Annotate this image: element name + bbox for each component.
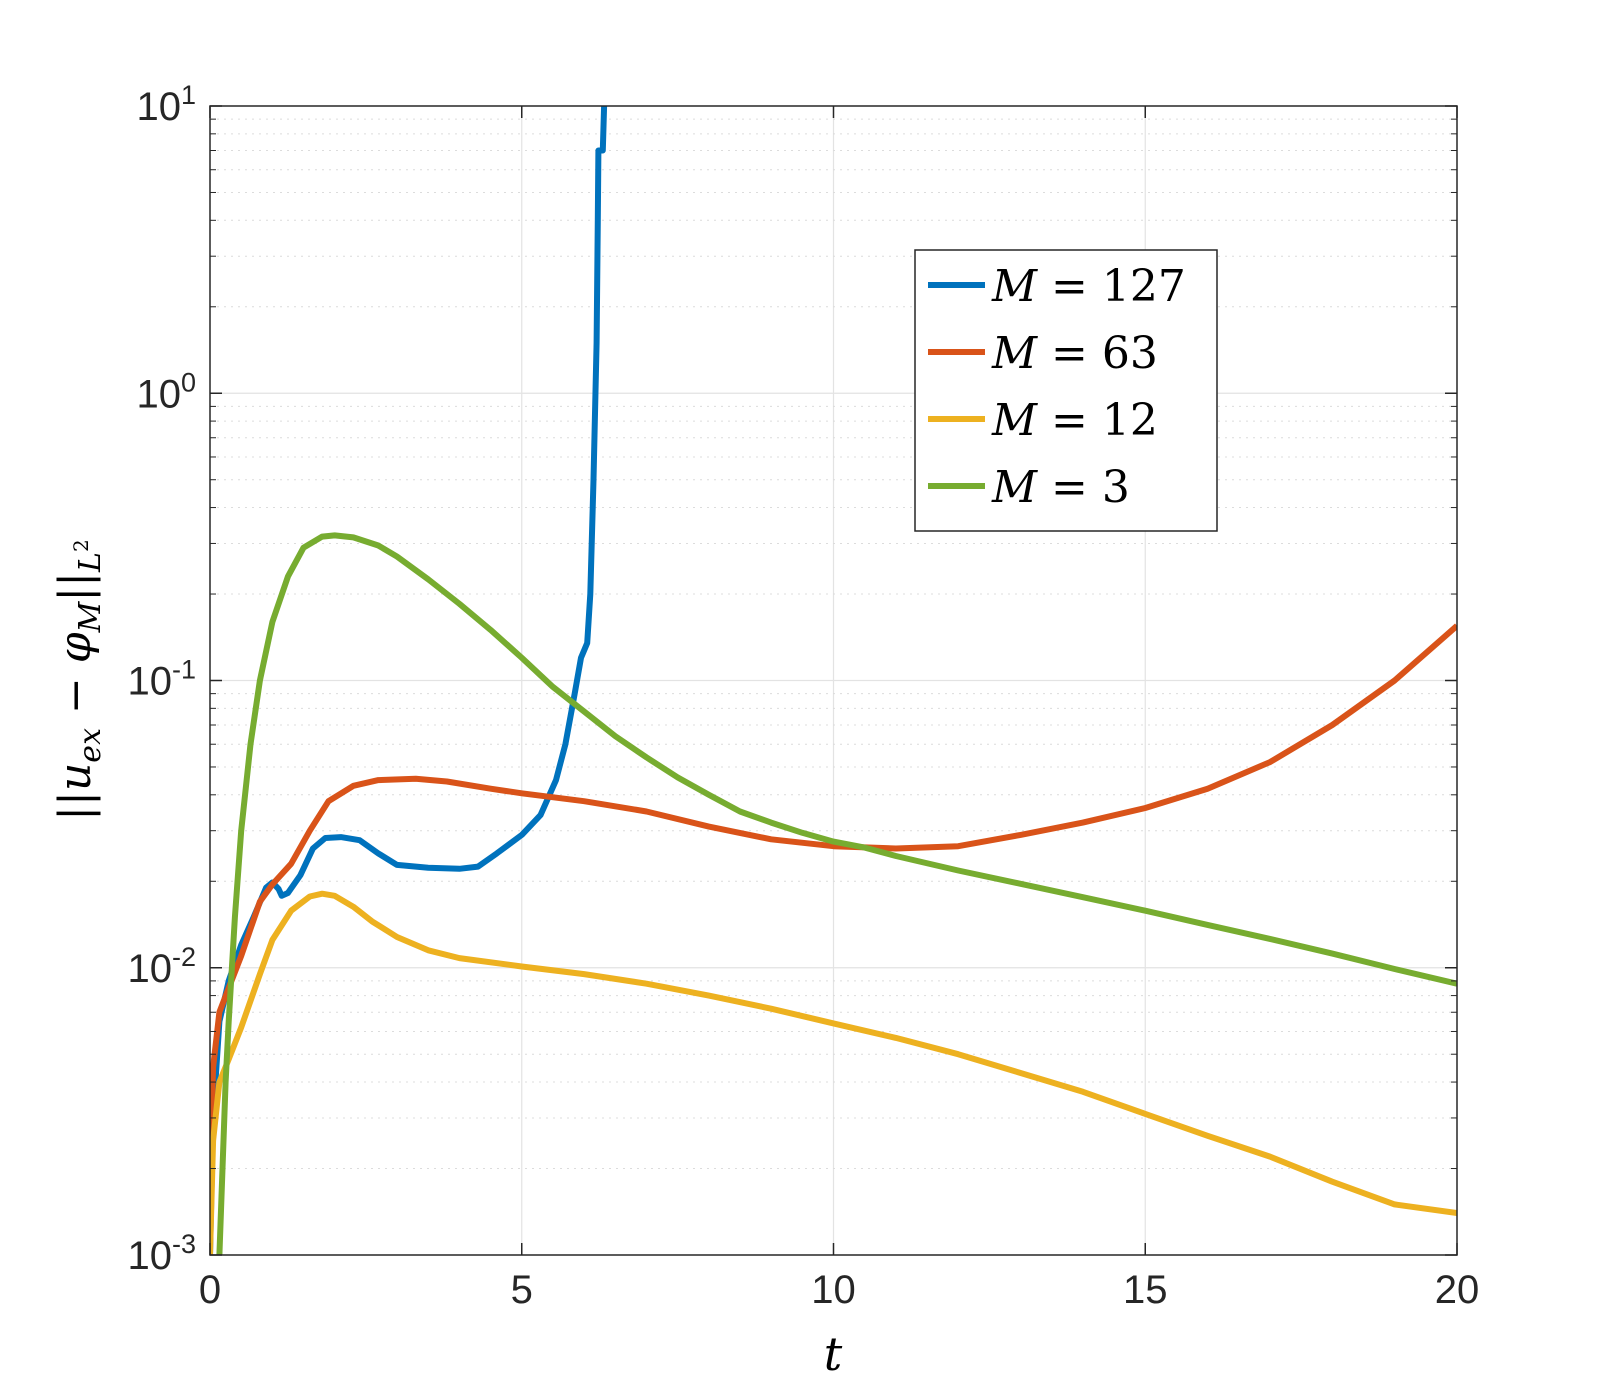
series-lines xyxy=(210,105,1457,1255)
x-tick-label: 15 xyxy=(1123,1268,1168,1312)
y-axis-label: ||uex − φM||L2 xyxy=(50,539,108,820)
y-tick-label: 101 xyxy=(136,80,196,129)
y-tick-labels: 101 100 10-1 10-2 10-3 xyxy=(127,80,196,1278)
x-tick-label: 5 xyxy=(511,1268,533,1312)
y-tick-label: 10-3 xyxy=(127,1229,196,1278)
svg-text:||uex − φM||L2: ||uex − φM||L2 xyxy=(50,539,108,820)
y-tick-label: 10-1 xyxy=(127,655,196,704)
y-tick-label: 10-2 xyxy=(127,942,196,991)
legend-label: M = 3 xyxy=(991,462,1130,513)
legend-label: M = 63 xyxy=(991,328,1158,379)
legend-label: M = 12 xyxy=(991,395,1158,446)
legend-label: M = 127 xyxy=(991,261,1186,312)
x-tick-label: 20 xyxy=(1435,1268,1480,1312)
series-line-3 xyxy=(210,890,1457,1255)
x-tick-label: 0 xyxy=(199,1268,221,1312)
axis-ticks xyxy=(209,105,1458,1256)
x-tick-labels: 0 5 10 15 20 xyxy=(199,1268,1479,1312)
x-tick-label: 10 xyxy=(811,1268,856,1312)
x-axis-label: t xyxy=(824,1327,843,1381)
series-line-4 xyxy=(216,532,1457,1255)
legend: M = 127 M = 63 M = 12 M = 3 xyxy=(914,249,1218,532)
y-tick-label: 100 xyxy=(136,367,196,416)
series-line-2 xyxy=(210,623,1457,1169)
